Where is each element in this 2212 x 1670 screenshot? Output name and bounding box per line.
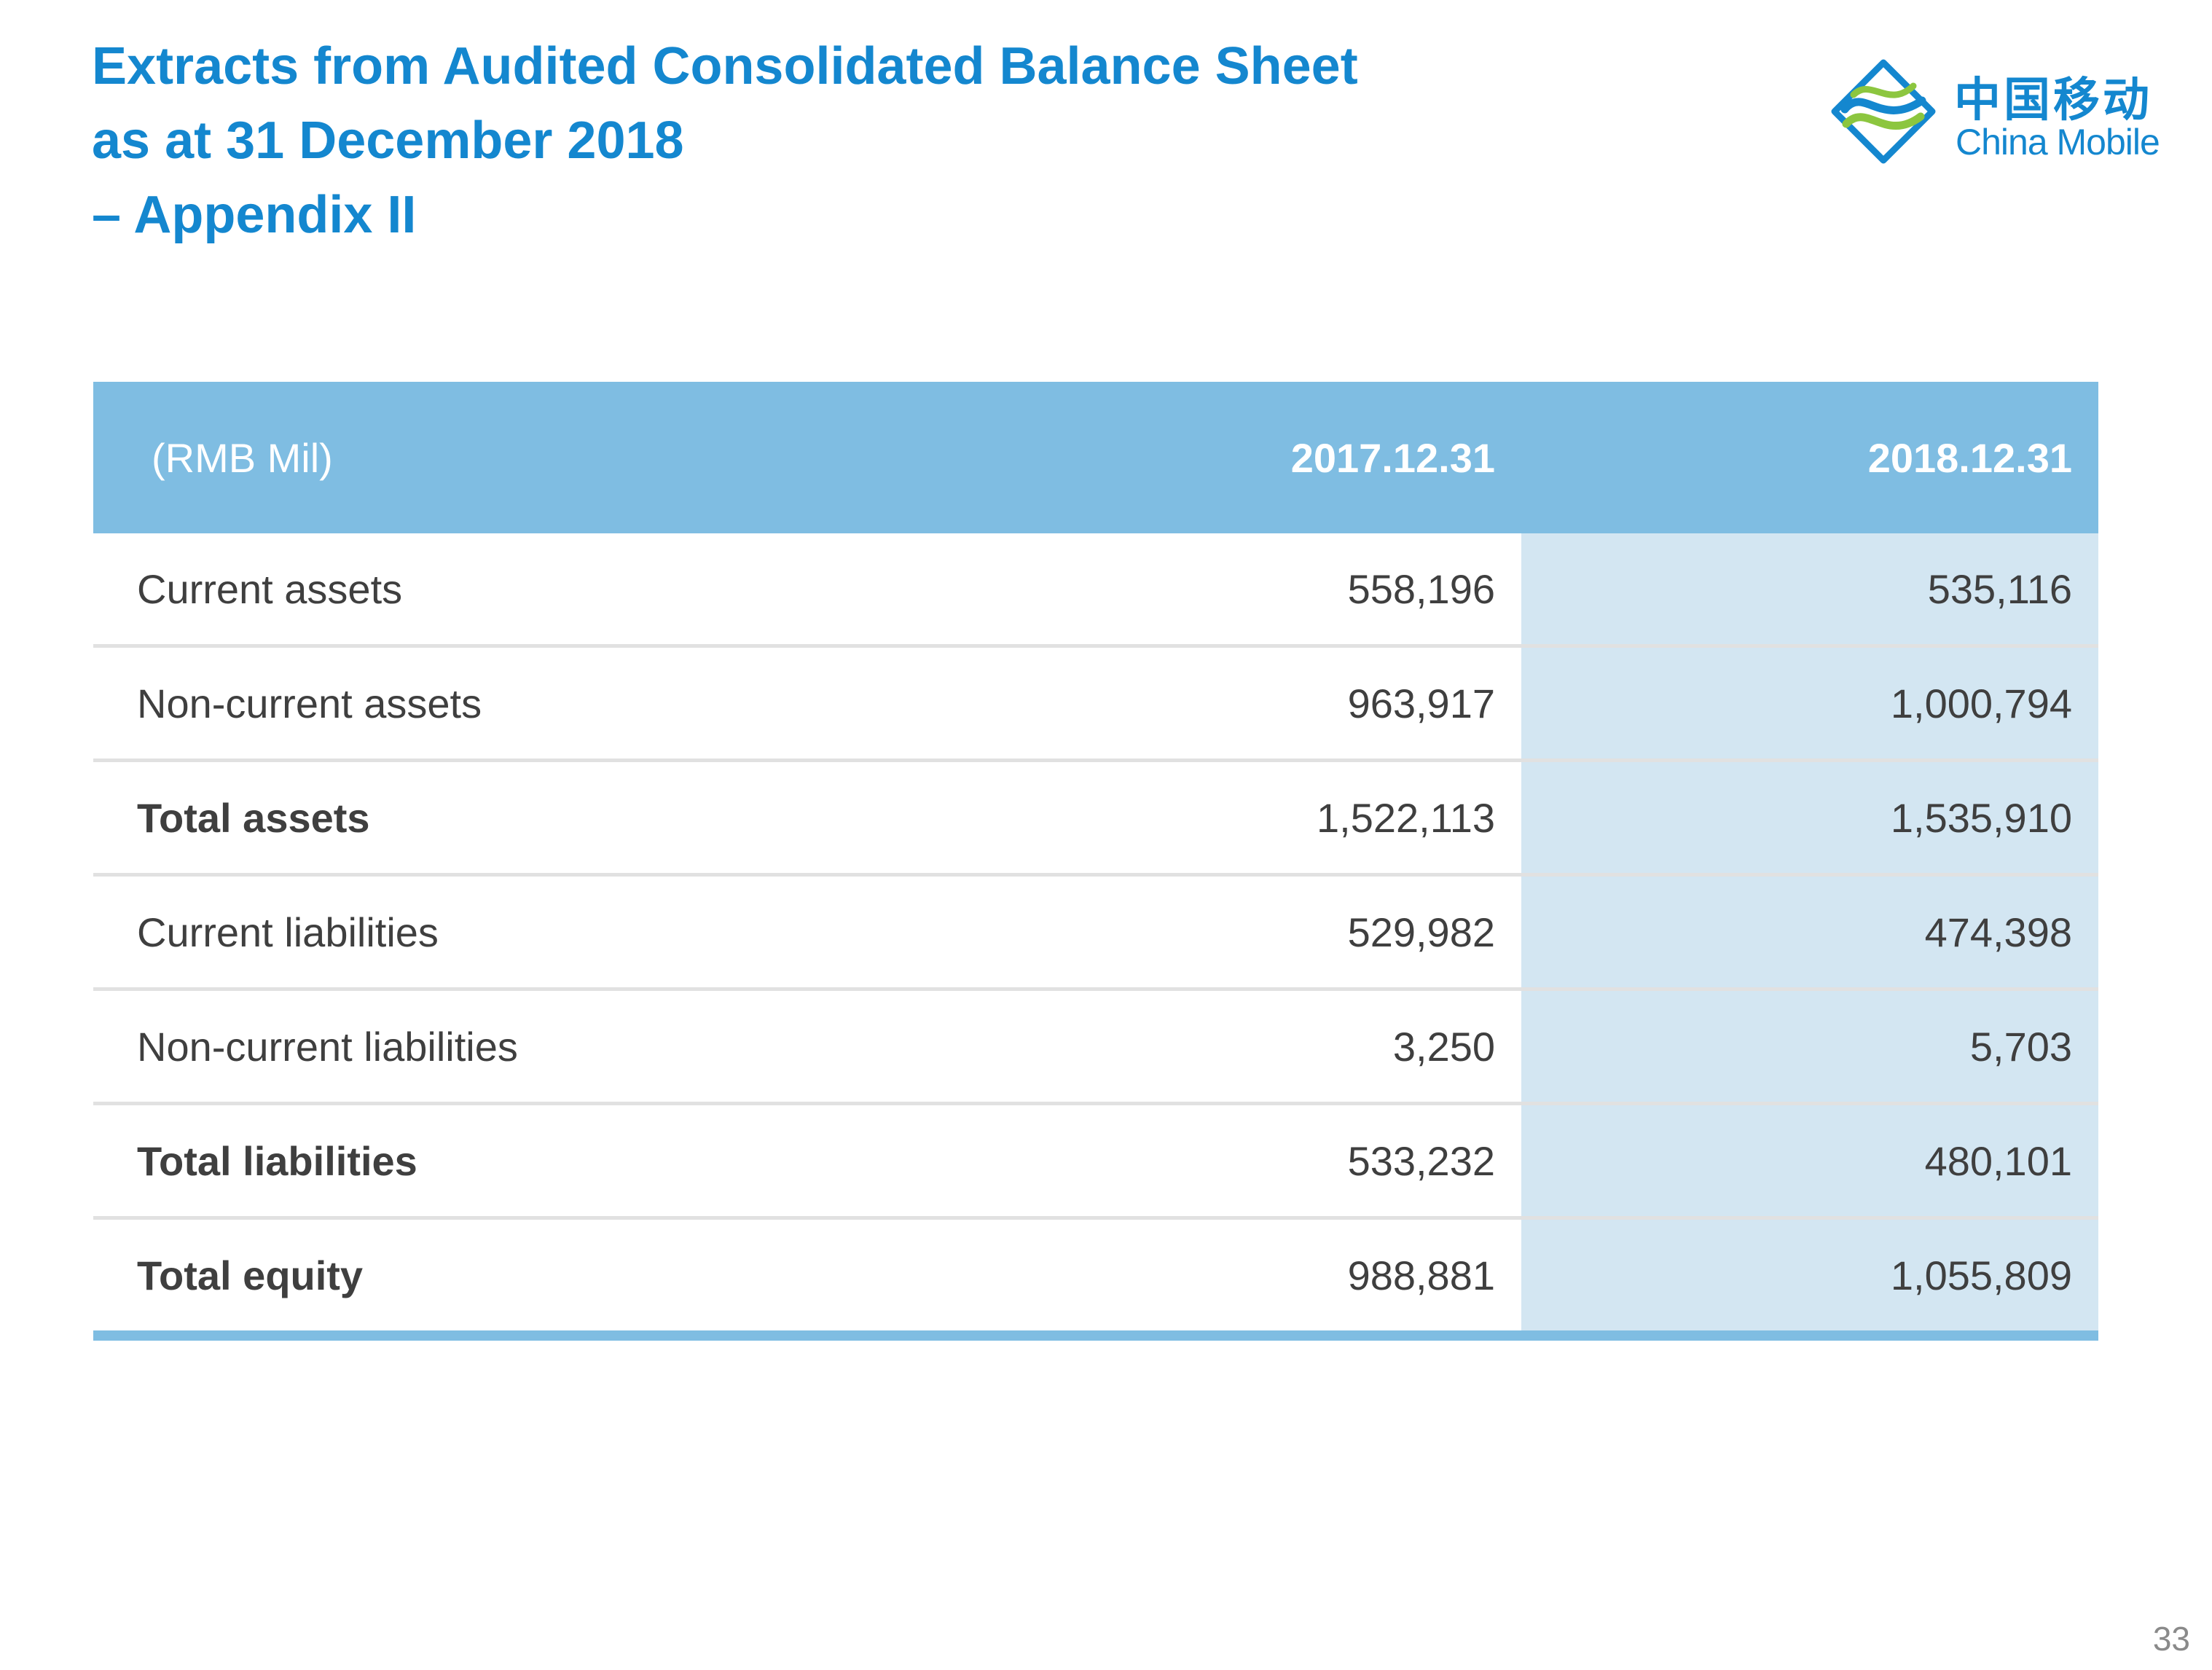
table-row: Non-current assets 963,917 1,000,794 bbox=[93, 646, 2098, 762]
value-2017: 3,250 bbox=[968, 989, 1521, 1105]
header-2018: 2018.12.31 bbox=[1521, 382, 2098, 533]
page-title-line-2: as at 31 December 2018 bbox=[92, 111, 684, 170]
row-label: Total equity bbox=[93, 1218, 968, 1341]
page-title: Extracts from Audited Consolidated Balan… bbox=[92, 29, 1695, 252]
value-2017: 558,196 bbox=[968, 533, 1521, 648]
row-label: Current liabilities bbox=[93, 874, 968, 991]
balance-sheet-table: (RMB Mil) 2017.12.31 2018.12.31 Current ass… bbox=[93, 382, 2098, 1341]
value-2018: 535,116 bbox=[1521, 533, 2098, 648]
table-row: Total assets 1,522,113 1,535,910 bbox=[93, 760, 2098, 877]
value-2017: 963,917 bbox=[968, 646, 1521, 762]
value-2017: 533,232 bbox=[968, 1103, 1521, 1220]
value-2017: 1,522,113 bbox=[968, 760, 1521, 877]
row-label: Total liabilities bbox=[93, 1103, 968, 1220]
china-mobile-logo-icon bbox=[1831, 59, 1936, 164]
row-label: Current assets bbox=[93, 533, 968, 648]
row-label: Non-current liabilities bbox=[93, 989, 968, 1105]
page-number: 33 bbox=[2152, 1620, 2190, 1658]
value-2017: 529,982 bbox=[968, 874, 1521, 991]
value-2018: 1,000,794 bbox=[1521, 646, 2098, 762]
table-row: Total equity 988,881 1,055,809 bbox=[93, 1218, 2098, 1341]
value-2018: 1,535,910 bbox=[1521, 760, 2098, 877]
page-title-line-3: – Appendix II bbox=[92, 186, 417, 244]
table-row: Total liabilities 533,232 480,101 bbox=[93, 1103, 2098, 1220]
value-2018: 474,398 bbox=[1521, 874, 2098, 991]
value-2017: 988,881 bbox=[968, 1218, 1521, 1341]
value-2018: 5,703 bbox=[1521, 989, 2098, 1105]
balance-sheet-table-container: (RMB Mil) 2017.12.31 2018.12.31 Current ass… bbox=[93, 382, 2098, 1341]
table-row: Current liabilities 529,982 474,398 bbox=[93, 874, 2098, 991]
china-mobile-logo: 中国移动 China Mobile bbox=[1829, 57, 2171, 173]
table-header-row: (RMB Mil) 2017.12.31 2018.12.31 bbox=[93, 382, 2098, 533]
row-label: Non-current assets bbox=[93, 646, 968, 762]
table-row: Current assets 558,196 535,116 bbox=[93, 533, 2098, 648]
page-title-line-1: Extracts from Audited Consolidated Balan… bbox=[92, 37, 1358, 95]
value-2018: 480,101 bbox=[1521, 1103, 2098, 1220]
header-unit-label: (RMB Mil) bbox=[93, 382, 968, 533]
table-row: Non-current liabilities 3,250 5,703 bbox=[93, 989, 2098, 1105]
logo-chinese-text: 中国移动 bbox=[1954, 74, 2152, 128]
logo-english-text: China Mobile bbox=[1956, 122, 2160, 162]
value-2018: 1,055,809 bbox=[1521, 1218, 2098, 1341]
header-2017: 2017.12.31 bbox=[968, 382, 1521, 533]
row-label: Total assets bbox=[93, 760, 968, 877]
